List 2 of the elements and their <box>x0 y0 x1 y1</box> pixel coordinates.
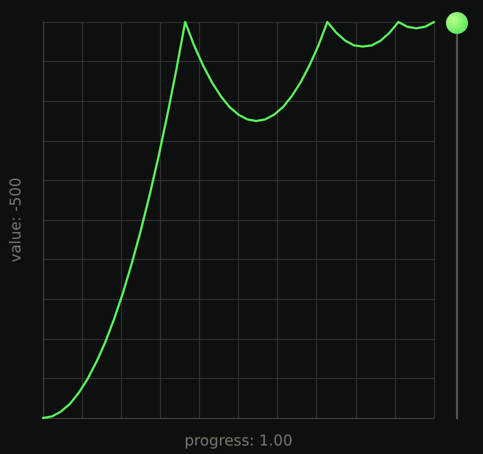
y-axis-title: value: -500 <box>6 178 24 262</box>
x-axis-title: progress: 1.00 <box>184 432 292 450</box>
